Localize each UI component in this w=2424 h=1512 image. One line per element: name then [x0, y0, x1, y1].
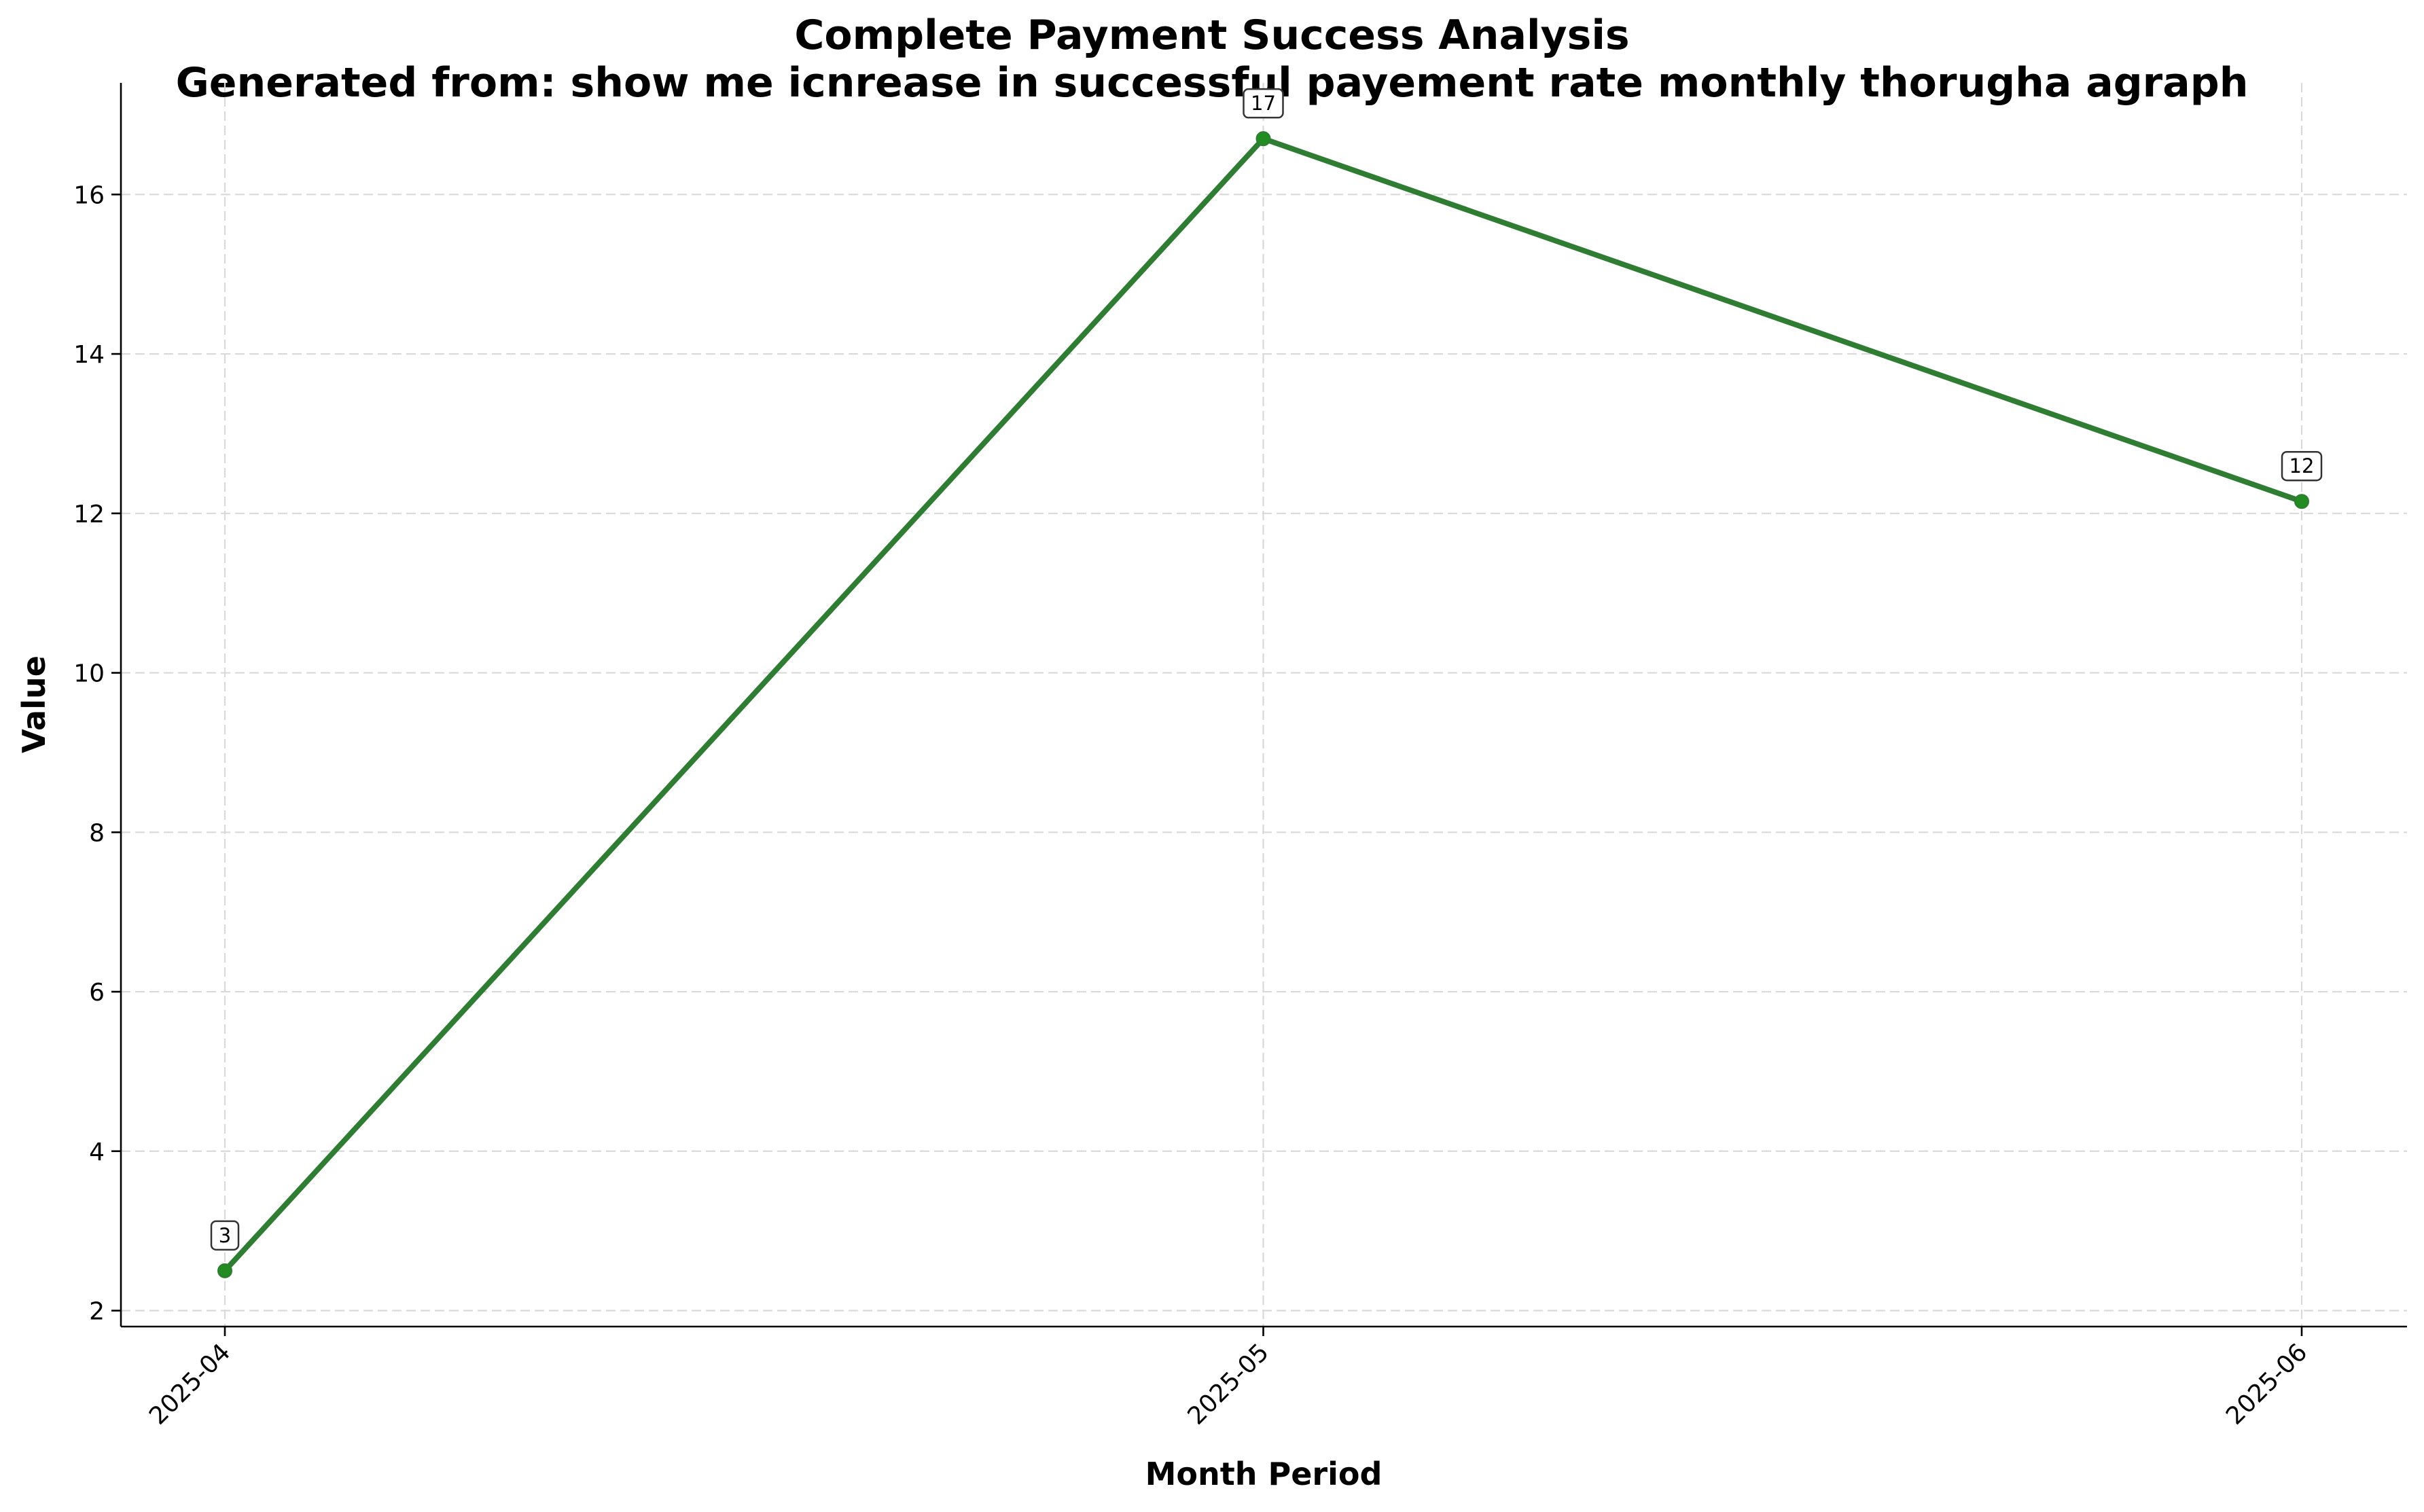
chart-subtitle: Generated from: show me icnrease in succ… [176, 59, 2249, 107]
x-axis-label: Month Period [1145, 1456, 1383, 1492]
data-labels: 3 17 12 [210, 88, 2323, 1251]
data-label-box [1243, 88, 1284, 119]
y-ticks: 2 4 6 8 10 12 14 16 [73, 181, 121, 1326]
data-label-box [2281, 450, 2323, 482]
y-axis-label: Value [16, 655, 52, 753]
series [217, 131, 2309, 1278]
data-point [2294, 494, 2309, 509]
x-ticks: 2025-04 2025-05 2025-06 [144, 1327, 2313, 1430]
x-tick-label: 2025-04 [144, 1338, 236, 1430]
data-label-box [210, 1220, 240, 1251]
data-label: 17 [1251, 92, 1276, 115]
x-tick-label: 2025-06 [2221, 1338, 2313, 1430]
y-tick-label: 8 [89, 819, 105, 847]
data-point [217, 1263, 232, 1278]
chart-title: Complete Payment Success Analysis [794, 12, 1629, 59]
x-tick-label: 2025-05 [1183, 1338, 1275, 1430]
y-tick-label: 12 [73, 501, 105, 528]
y-tick-label: 6 [89, 979, 105, 1007]
y-tick-label: 14 [73, 341, 105, 369]
data-label: 3 [219, 1224, 231, 1247]
data-label: 12 [2289, 454, 2315, 478]
data-point [1255, 131, 1271, 147]
grid [121, 83, 2407, 1327]
y-tick-label: 10 [73, 660, 105, 688]
y-tick-label: 4 [89, 1138, 105, 1166]
y-tick-label: 2 [89, 1298, 105, 1326]
y-tick-label: 16 [73, 181, 105, 209]
